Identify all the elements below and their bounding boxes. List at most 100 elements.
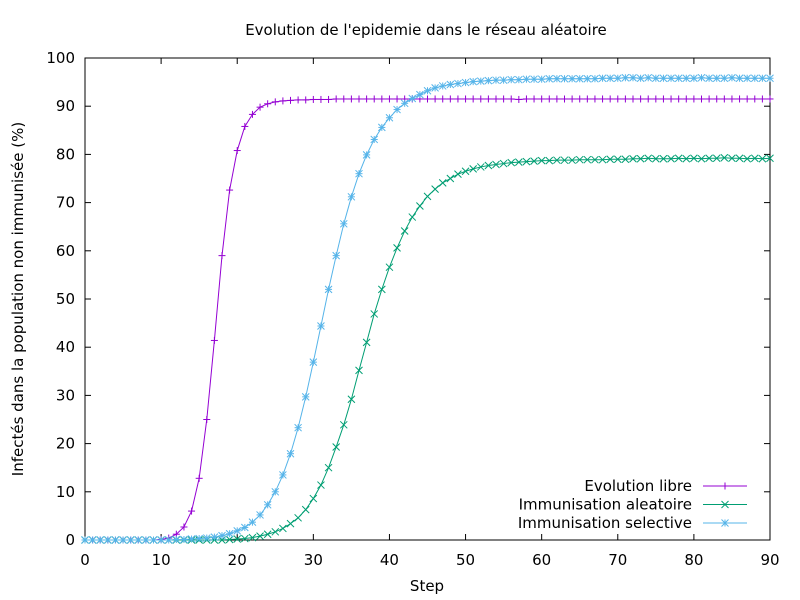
data-point <box>499 159 508 168</box>
data-point <box>248 518 257 527</box>
data-point <box>454 95 462 103</box>
data-point <box>424 95 431 103</box>
data-point <box>256 532 264 540</box>
x-axis-label: Step <box>410 577 444 595</box>
data-point <box>621 155 630 164</box>
data-point <box>301 505 310 514</box>
data-point <box>325 95 333 103</box>
data-point <box>743 74 752 83</box>
data-point <box>362 338 371 347</box>
data-point <box>286 519 295 528</box>
data-point <box>363 95 371 103</box>
data-point <box>667 154 675 163</box>
data-point <box>332 443 341 451</box>
data-point <box>492 160 500 169</box>
data-point <box>720 153 729 162</box>
data-point <box>462 95 470 103</box>
data-point <box>758 154 767 163</box>
data-point <box>81 536 89 544</box>
data-point <box>499 76 508 85</box>
data-point <box>720 95 728 103</box>
data-point <box>188 507 196 515</box>
data-point <box>431 84 439 92</box>
data-point <box>598 155 607 164</box>
x-tick-label: 80 <box>684 551 703 569</box>
data-point <box>157 536 165 544</box>
data-point <box>279 97 287 105</box>
data-point <box>575 74 584 83</box>
data-point <box>575 155 584 164</box>
data-point <box>393 95 401 103</box>
data-point <box>545 74 554 83</box>
data-point <box>766 95 774 103</box>
data-point <box>279 471 287 479</box>
data-point <box>766 74 774 83</box>
data-point <box>309 494 318 503</box>
data-point <box>697 73 706 82</box>
data-point <box>629 73 637 82</box>
data-point <box>659 154 668 163</box>
data-point <box>385 113 394 122</box>
data-point <box>408 94 417 103</box>
data-point <box>705 95 713 103</box>
data-point <box>690 154 698 163</box>
data-point <box>287 96 294 104</box>
y-tick-label: 30 <box>56 386 75 404</box>
data-point <box>568 156 576 165</box>
data-point <box>119 536 127 544</box>
data-point <box>644 73 653 82</box>
data-point <box>705 154 713 163</box>
data-point <box>286 449 295 458</box>
x-tick-label: 50 <box>456 551 475 569</box>
data-point <box>606 74 615 83</box>
data-point <box>651 154 660 163</box>
data-point <box>393 244 401 252</box>
data-point <box>454 79 462 88</box>
data-point <box>294 423 302 432</box>
data-point <box>690 74 698 83</box>
data-point <box>637 95 645 103</box>
data-point <box>545 156 554 165</box>
data-point <box>736 95 744 103</box>
data-point <box>385 263 394 272</box>
x-tick-label: 30 <box>304 551 323 569</box>
data-point <box>195 534 204 543</box>
legend-marker <box>721 482 729 490</box>
data-point <box>370 95 378 103</box>
data-point <box>225 535 234 544</box>
data-point <box>515 95 523 103</box>
data-point <box>241 122 249 130</box>
series-layer <box>81 73 774 544</box>
data-point <box>477 95 485 103</box>
data-point <box>142 536 150 544</box>
y-tick-label: 80 <box>56 145 75 163</box>
data-point <box>377 285 386 294</box>
data-point <box>576 95 584 103</box>
data-point <box>256 511 264 519</box>
data-point <box>538 95 546 103</box>
data-point <box>583 155 592 164</box>
data-point <box>240 523 249 532</box>
data-point <box>400 99 409 108</box>
data-point <box>347 192 356 201</box>
data-point <box>507 75 516 84</box>
data-point <box>728 95 736 103</box>
data-point <box>149 536 158 544</box>
data-point <box>446 174 455 183</box>
data-point <box>743 95 751 103</box>
data-point <box>377 123 386 132</box>
data-point <box>568 95 576 103</box>
data-point <box>248 110 256 118</box>
data-point <box>728 73 736 82</box>
data-point <box>530 75 538 84</box>
data-point <box>324 463 333 472</box>
data-point <box>180 535 188 544</box>
data-point <box>438 82 447 90</box>
data-point <box>111 536 120 544</box>
data-point <box>553 95 561 103</box>
data-point <box>720 74 729 83</box>
y-tick-label: 0 <box>65 531 75 549</box>
data-point <box>378 95 386 103</box>
data-point <box>317 95 325 103</box>
